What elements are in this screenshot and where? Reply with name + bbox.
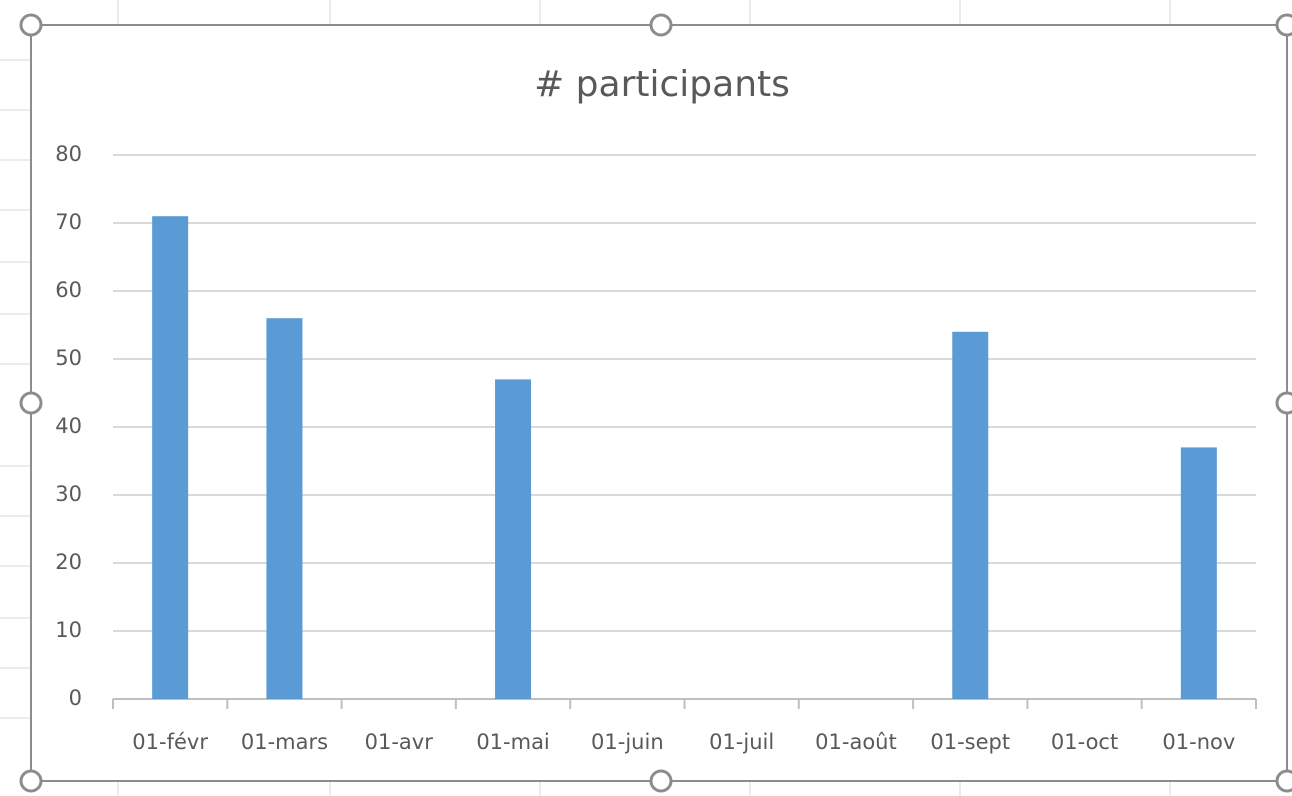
x-tick-label: 01-nov — [1162, 730, 1235, 754]
bar — [952, 331, 989, 699]
handle[interactable] — [19, 769, 43, 793]
chart-title: # participants — [534, 64, 790, 105]
bar — [266, 318, 303, 699]
y-tick-label: 80 — [55, 142, 82, 166]
sheet-grid — [0, 0, 1171, 796]
handle[interactable] — [1275, 13, 1292, 37]
y-tick-label: 70 — [55, 210, 82, 234]
handle[interactable] — [1275, 769, 1292, 793]
resize-handles — [19, 13, 1292, 793]
y-tick-label: 20 — [55, 550, 82, 574]
chart-frame[interactable] — [30, 24, 1288, 782]
bar — [495, 379, 532, 699]
handle[interactable] — [649, 769, 673, 793]
x-tick-label: 01-févr — [132, 730, 208, 754]
y-tick-label: 10 — [55, 618, 82, 642]
bar — [1180, 447, 1217, 699]
y-tick-label: 30 — [55, 482, 82, 506]
handle[interactable] — [19, 391, 43, 415]
handle[interactable] — [19, 13, 43, 37]
x-tick-label: 01-avr — [365, 730, 434, 754]
x-tick-label: 01-sept — [930, 730, 1010, 754]
x-tick-label: 01-juin — [591, 730, 664, 754]
x-tick-label: 01-oct — [1051, 730, 1118, 754]
y-tick-label: 0 — [69, 686, 82, 710]
x-tick-label: 01-mai — [476, 730, 549, 754]
y-tick-label: 40 — [55, 414, 82, 438]
x-tick-label: 01-juil — [709, 730, 774, 754]
handle[interactable] — [649, 13, 673, 37]
handle[interactable] — [1275, 391, 1292, 415]
y-tick-label: 50 — [55, 346, 82, 370]
x-tick-label: 01-mars — [241, 730, 328, 754]
bar — [152, 216, 189, 699]
y-tick-label: 60 — [55, 278, 82, 302]
x-tick-label: 01-août — [815, 730, 897, 754]
